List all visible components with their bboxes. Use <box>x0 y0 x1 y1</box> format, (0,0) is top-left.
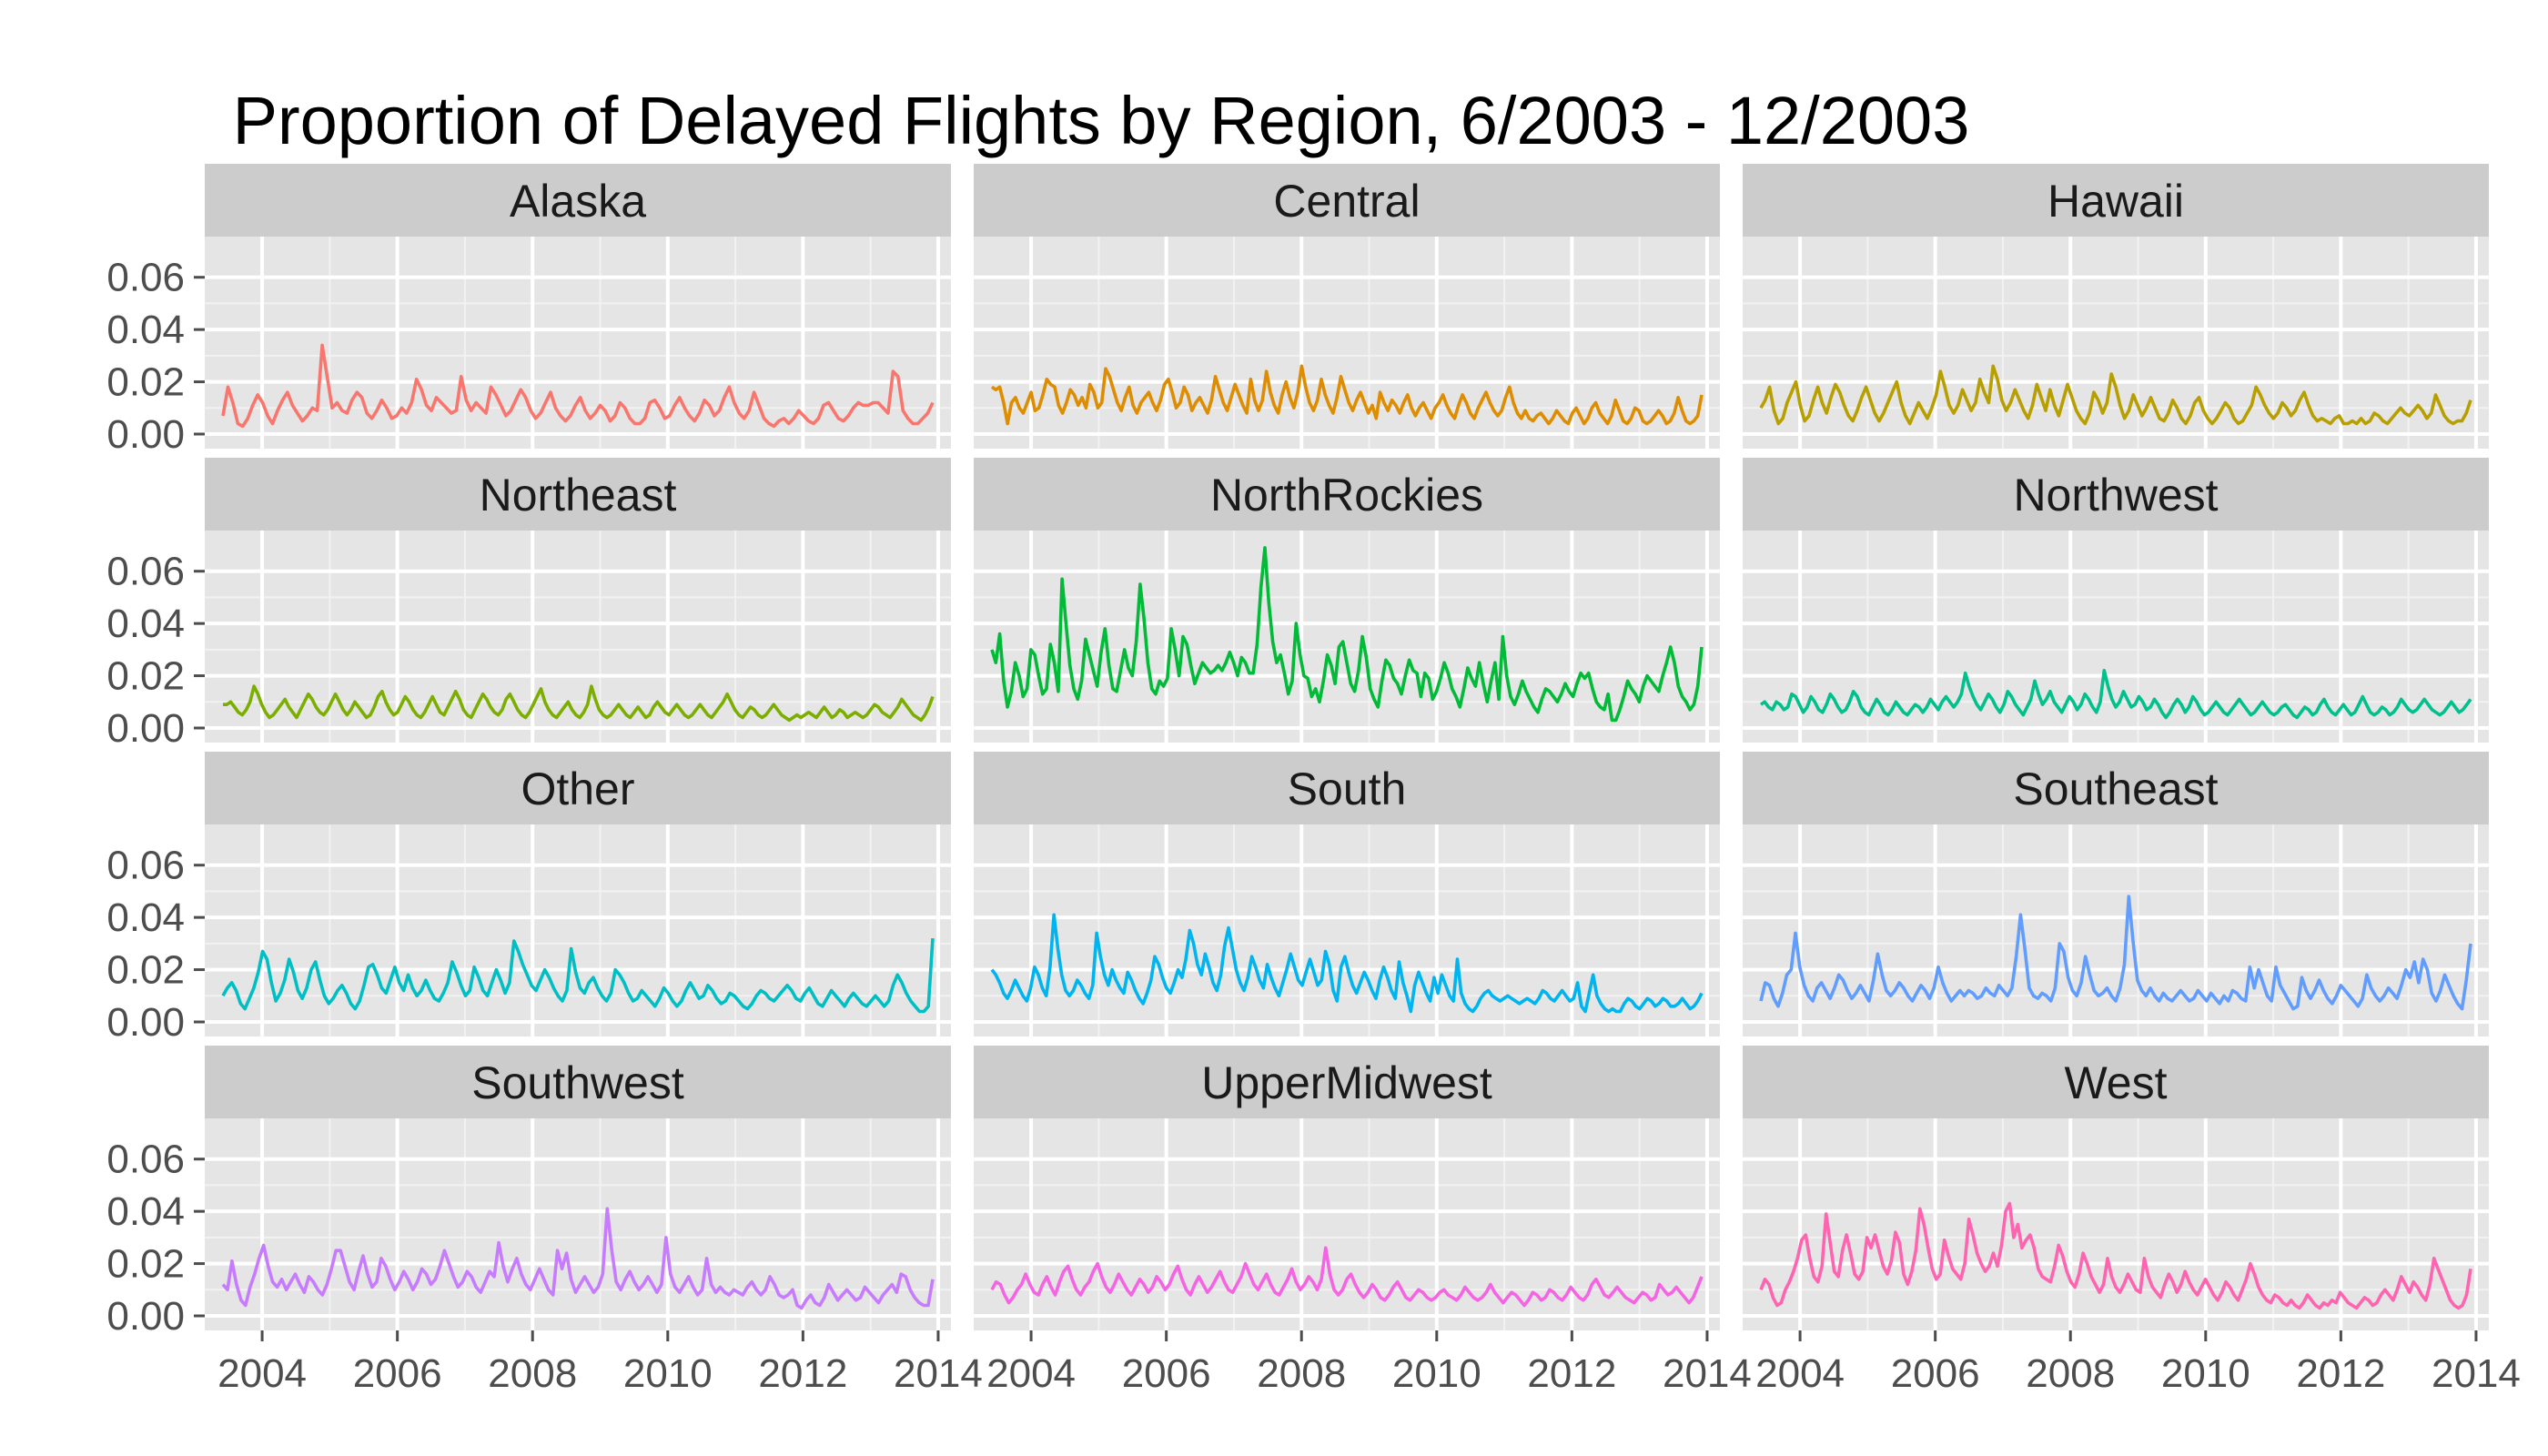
x-tick-label: 2010 <box>2161 1351 2250 1396</box>
x-tick-label: 2012 <box>1527 1351 1616 1396</box>
facet-strip-label: Northwest <box>2013 470 2218 521</box>
facet-strip-label: NorthRockies <box>1210 470 1483 521</box>
y-tick-label: 0.04 <box>106 1189 185 1234</box>
panel-background-central <box>974 237 1720 449</box>
facet-strip-label: South <box>1288 763 1407 814</box>
x-tick-label: 2004 <box>1755 1351 1845 1396</box>
facet-strip-northwest <box>1743 458 2489 531</box>
series-line-alaska <box>221 343 935 429</box>
series-line-southwest <box>221 1207 935 1310</box>
facet-strip-central <box>974 164 1720 237</box>
facet-uppermidwest: UpperMidwest <box>974 1046 1720 1330</box>
x-tick-label: 2008 <box>2026 1351 2115 1396</box>
series-line-southeast <box>1759 895 2472 1011</box>
y-tick-label: 0.06 <box>106 1138 185 1182</box>
x-tick-label: 2006 <box>353 1351 442 1396</box>
x-tick-label: 2004 <box>217 1351 307 1396</box>
y-tick-label: 0.02 <box>106 948 185 993</box>
series-line-northwest <box>1759 668 2472 720</box>
facet-strip-label: Other <box>521 763 634 814</box>
y-tick-label: 0.04 <box>106 308 185 352</box>
y-tick-label: 0.06 <box>106 256 185 300</box>
x-tick-label: 2004 <box>986 1351 1076 1396</box>
facet-strip-northeast <box>205 458 951 531</box>
y-tick-label: 0.06 <box>106 844 185 888</box>
facet-alaska: Alaska <box>205 164 951 449</box>
y-tick-label: 0.02 <box>106 1242 185 1287</box>
x-tick-label: 2008 <box>488 1351 577 1396</box>
facet-strip-label: UpperMidwest <box>1201 1057 1492 1108</box>
y-tick-label: 0.00 <box>106 1000 185 1045</box>
facet-south: South <box>974 752 1720 1036</box>
x-tick-label: 2014 <box>1663 1351 1752 1396</box>
facet-west: West <box>1743 1046 2489 1330</box>
y-tick-label: 0.00 <box>106 412 185 457</box>
facet-strip-label: Southwest <box>471 1057 684 1108</box>
x-tick-label: 2014 <box>2432 1351 2521 1396</box>
facet-strip-southeast <box>1743 752 2489 824</box>
facet-strip-south <box>974 752 1720 824</box>
panel-background-northwest <box>1743 531 2489 743</box>
facet-strip-alaska <box>205 164 951 237</box>
facet-strip-west <box>1743 1046 2489 1118</box>
facet-strip-northrockies <box>974 458 1720 531</box>
panel-background-northrockies <box>974 531 1720 743</box>
facet-northwest: Northwest <box>1743 458 2489 743</box>
series-line-other <box>221 937 935 1014</box>
facet-other: Other <box>205 752 951 1036</box>
y-tick-label: 0.02 <box>106 654 185 699</box>
series-line-hawaii <box>1759 364 2472 426</box>
y-tick-label: 0.00 <box>106 1294 185 1339</box>
panel-background-west <box>1743 1118 2489 1330</box>
series-line-central <box>990 364 1704 426</box>
x-tick-label: 2012 <box>2296 1351 2385 1396</box>
x-tick-label: 2006 <box>1122 1351 1211 1396</box>
facet-strip-label: Central <box>1273 176 1420 227</box>
series-line-northrockies <box>990 546 1704 723</box>
x-tick-label: 2014 <box>894 1351 983 1396</box>
y-tick-label: 0.04 <box>106 895 185 940</box>
facet-strip-label: Southeast <box>2013 763 2218 814</box>
facet-strip-label: Hawaii <box>2048 176 2184 227</box>
series-line-northeast <box>223 684 935 723</box>
panel-background-southeast <box>1743 824 2489 1036</box>
series-line-uppermidwest <box>990 1246 1704 1308</box>
facet-strip-label: Alaska <box>510 176 646 227</box>
x-tick-label: 2006 <box>1891 1351 1980 1396</box>
chart-title: Proportion of Delayed Flights by Region,… <box>233 83 1970 158</box>
facet-southwest: Southwest <box>205 1046 951 1330</box>
facet-northrockies: NorthRockies <box>974 458 1720 743</box>
facet-strip-uppermidwest <box>974 1046 1720 1118</box>
series-line-west <box>1759 1201 2472 1310</box>
facet-strip-label: Northeast <box>480 470 677 521</box>
x-tick-label: 2010 <box>1392 1351 1481 1396</box>
x-tick-label: 2012 <box>758 1351 847 1396</box>
y-tick-label: 0.04 <box>106 602 185 646</box>
y-tick-label: 0.00 <box>106 706 185 751</box>
series-line-south <box>990 913 1704 1014</box>
panel-background-south <box>974 824 1720 1036</box>
panel-background-other <box>205 824 951 1036</box>
x-tick-label: 2010 <box>623 1351 713 1396</box>
x-tick-label: 2008 <box>1257 1351 1346 1396</box>
axes: 0.00 0.02 0.04 0.06 0.00 0.02 0.04 0.06 0.00 0.02… <box>106 256 2521 1396</box>
facet-strip-other <box>205 752 951 824</box>
facet-central: Central <box>974 164 1720 449</box>
y-tick-label: 0.06 <box>106 550 185 594</box>
facet-strip-hawaii <box>1743 164 2489 237</box>
facet-hawaii: Hawaii <box>1743 164 2489 449</box>
facet-southeast: Southeast <box>1743 752 2489 1036</box>
facet-strip-label: West <box>2065 1057 2168 1108</box>
y-tick-label: 0.02 <box>106 360 185 405</box>
facet-strip-southwest <box>205 1046 951 1118</box>
facet-northeast: Northeast <box>205 458 951 743</box>
facet-panels: Alaska Central Hawaii Northeast NorthRockies… <box>205 164 2489 1330</box>
